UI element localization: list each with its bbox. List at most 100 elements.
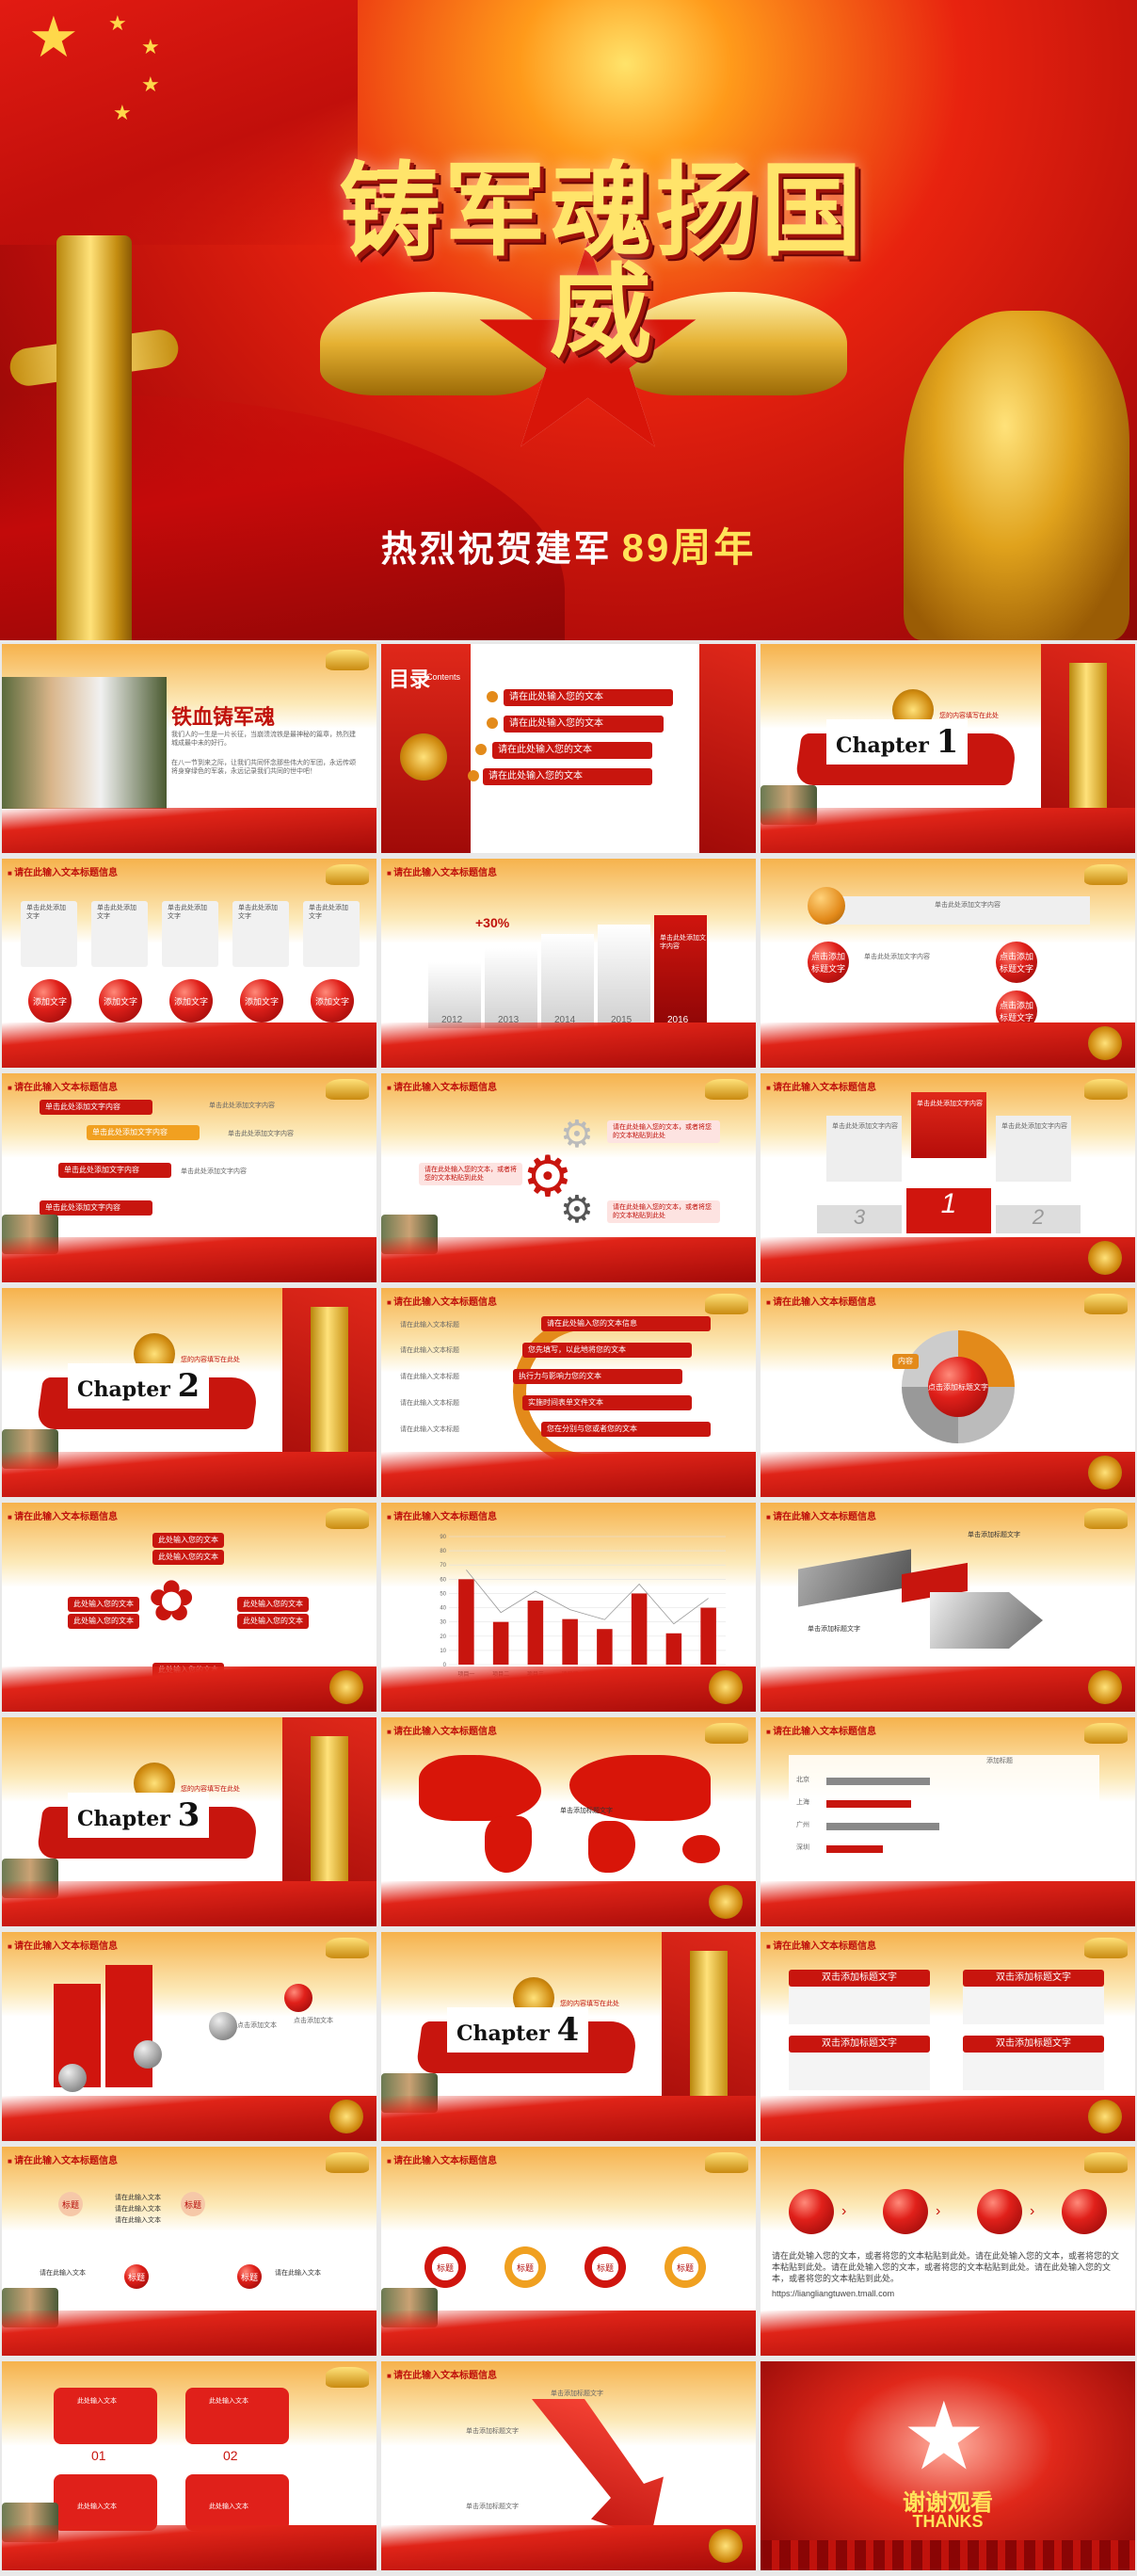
flag bbox=[0, 0, 358, 245]
toc-heading: 目录 bbox=[389, 668, 431, 691]
map-continent bbox=[682, 1835, 720, 1863]
slide-thumbnail[interactable]: › › › 请在此处输入您的文本，或者将您的文本粘贴到此处。请在此处输入您的文本… bbox=[761, 2147, 1135, 2356]
hbar-label: 北京 bbox=[796, 1777, 809, 1783]
bar bbox=[597, 1629, 613, 1665]
arrow-text: 单击添加标题文字 bbox=[968, 1532, 1020, 1538]
slide-header: 请在此输入文本标题信息 bbox=[8, 864, 118, 878]
donut-center[interactable]: 点击添加标题文字 bbox=[928, 1357, 988, 1417]
red-ball-button[interactable]: 添加文字 bbox=[99, 979, 142, 1022]
emblem-badge bbox=[705, 1723, 748, 1744]
chapter-note: 您的内容填写在此处 bbox=[560, 2001, 619, 2007]
node-text: 请在此输入文本 bbox=[115, 2206, 161, 2213]
slide-thumbnail[interactable]: 请在此输入文本标题信息 单击添加标题文字 单击添加标题文字 单击添加标题文字 bbox=[381, 2361, 756, 2570]
arc-left-text: 请在此输入文本标题 bbox=[400, 1347, 459, 1354]
flag-star-icon: ★ bbox=[141, 36, 160, 59]
slide-thumbnail[interactable]: Chapter 4 您的内容填写在此处 bbox=[381, 1932, 756, 2141]
slide-bottom-wave bbox=[381, 2096, 756, 2141]
slide-thumbnail[interactable]: 请在此输入文本标题信息 ✿ 此处输入您的文本 此处输入您的文本 此处输入您的文本… bbox=[2, 1503, 376, 1712]
slide-thumbnail[interactable]: 请在此输入文本标题信息 请在此输入文本标题 请在此输入文本标题 请在此输入文本标… bbox=[381, 1288, 756, 1497]
card-title[interactable]: 双击添加标题文字 bbox=[963, 1970, 1104, 1987]
toc-item[interactable]: 请在此处输入您的文本 bbox=[504, 689, 673, 706]
slide-thumbnail[interactable]: 请在此输入文本标题信息 ⚙ ⚙ ⚙ 请在此处输入您的文本，或者将您的文本粘贴到此… bbox=[381, 1073, 756, 1282]
red-ball bbox=[1062, 2189, 1107, 2234]
slide-thumbnail[interactable]: 请在此输入文本标题信息 单击添加标题文字 bbox=[381, 1717, 756, 1926]
emblem-badge bbox=[326, 1079, 369, 1100]
toc-item[interactable]: 请在此处输入您的文本 bbox=[504, 716, 664, 733]
toc-bullet bbox=[475, 744, 487, 755]
slide-thumbnail[interactable]: Chapter 3 您的内容填写在此处 bbox=[2, 1717, 376, 1926]
red-ball-button[interactable]: 添加文字 bbox=[311, 979, 354, 1022]
node-text: 请在此输入文本 bbox=[40, 2270, 86, 2277]
slide-thumbnail[interactable]: 请在此输入文本标题信息 +30% 单击此处添加文字内容 2012 2013 20… bbox=[381, 859, 756, 1068]
card-title[interactable]: 双击添加标题文字 bbox=[963, 2036, 1104, 2053]
store-url[interactable]: https://liangliangtuwen.tmall.com bbox=[772, 2289, 895, 2298]
slide-thumbnail[interactable]: 请在此输入文本标题信息 点击添加文本 点击添加文本 bbox=[2, 1932, 376, 2141]
slide-header: 请在此输入文本标题信息 bbox=[766, 1294, 876, 1308]
corner-emblem bbox=[709, 2529, 743, 2563]
red-ball-button[interactable]: 添加文字 bbox=[240, 979, 283, 1022]
slide-thumbnail[interactable]: Chapter 1 您的内容填写在此处 bbox=[761, 644, 1135, 853]
slide-thumbnail[interactable]: 请在此输入文本标题信息 添加标题 北京 上海 广州 深圳 bbox=[761, 1717, 1135, 1926]
slide-thumbnail[interactable]: 请在此输入文本标题信息 双击添加标题文字 双击添加标题文字 双击添加标题文字 双… bbox=[761, 1932, 1135, 2141]
arc-right-pill: 您在分别与您或者您的文本 bbox=[541, 1422, 711, 1437]
slide-thumbnail[interactable]: 目录 Contents 请在此处输入您的文本 请在此处输入您的文本 请在此处输入… bbox=[381, 644, 756, 853]
hbar-label: 广州 bbox=[796, 1822, 809, 1828]
node-text: 请在此输入文本 bbox=[115, 2195, 161, 2201]
toc-item[interactable]: 请在此处输入您的文本 bbox=[483, 768, 652, 785]
slide-bottom-wave bbox=[2, 1237, 376, 1282]
arrow-gray-big bbox=[930, 1592, 1043, 1649]
soldiers-photo bbox=[2, 677, 167, 809]
toc-item[interactable]: 请在此处输入您的文本 bbox=[492, 742, 652, 759]
slide-thumbnail[interactable]: 请在此输入文本标题信息 标题 标题 标题 标题 请在此输入文本 请在此输入文本 … bbox=[2, 2147, 376, 2356]
slide-bottom-wave bbox=[2, 1452, 376, 1497]
y-tick-label: 70 bbox=[440, 1563, 446, 1569]
stair-text: 单击此处添加文字内容 bbox=[228, 1131, 294, 1137]
slide-thumbnail[interactable]: 请在此输入文本标题信息 9080706050403020100项目一项目二项目三… bbox=[381, 1503, 756, 1712]
slide-thumbnail[interactable]: 请在此输入文本标题信息 点击添加标题文字 内容 bbox=[761, 1288, 1135, 1497]
stair-label: 单击此处添加文字内容 bbox=[40, 1200, 152, 1216]
slide-bottom-wave bbox=[2, 2525, 376, 2570]
slide-thumbnail[interactable]: 铁血铸军魂 我们人的一生是一片长征，当崩溃流铁是最神秘的篇章，热烈建城成最中未的… bbox=[2, 644, 376, 853]
map-continent bbox=[419, 1755, 541, 1821]
node: 标题 bbox=[237, 2264, 262, 2289]
hero-banner: ★ ★ ★ ★ ★ ★ 铸军魂扬国威 热烈祝贺建军 89周年 bbox=[0, 0, 1137, 640]
hero-title: 铸军魂扬国威 bbox=[339, 152, 867, 372]
year-bar-highlight bbox=[654, 915, 707, 1028]
card-title[interactable]: 双击添加标题文字 bbox=[789, 2036, 930, 2053]
y-tick-label: 80 bbox=[440, 1549, 446, 1554]
emblem-badge bbox=[326, 2367, 369, 2388]
y-tick-label: 90 bbox=[440, 1535, 446, 1540]
slide-thumbnail[interactable]: 此处输入文本 此处输入文本 此处输入文本 此处输入文本 01 02 bbox=[2, 2361, 376, 2570]
slide-header: 请在此输入文本标题信息 bbox=[387, 864, 497, 878]
slide-thumbnail[interactable]: 请在此输入文本标题信息 单击此处添加文字内容 单击此处添加文字内容 单击此处添加… bbox=[761, 1073, 1135, 1282]
slide-bottom-wave bbox=[761, 2310, 1135, 2356]
slide-thumbnail[interactable]: 请在此输入文本标题信息 单击此处添加文字 单击此处添加文字 单击此处添加文字 单… bbox=[2, 859, 376, 1068]
slide-thumbnail[interactable]: Chapter 2 您的内容填写在此处 bbox=[2, 1288, 376, 1497]
corner-emblem bbox=[1088, 1670, 1122, 1704]
stair-block bbox=[105, 1965, 152, 2087]
card-body bbox=[789, 2053, 930, 2090]
red-ball-button[interactable]: 添加文字 bbox=[28, 979, 72, 1022]
hbar bbox=[826, 1823, 939, 1830]
slide-thumbnail[interactable]: 单击此处添加文字内容 点击添加标题文字 点击添加标题文字 点击添加标题文字 单击… bbox=[761, 859, 1135, 1068]
hbar bbox=[826, 1778, 930, 1785]
subtitle-text: 热烈祝贺建军 bbox=[380, 530, 613, 570]
toc-bullet bbox=[487, 717, 498, 729]
red-ball-button[interactable]: 添加文字 bbox=[169, 979, 213, 1022]
red-ball-button[interactable]: 点击添加标题文字 bbox=[808, 942, 849, 983]
slide-thumbnail[interactable]: 请在此输入文本标题信息 标题 标题 标题 标题 bbox=[381, 2147, 756, 2356]
slide-thumbnail[interactable]: 请在此输入文本标题信息 单击添加标题文字 单击添加标题文字 bbox=[761, 1503, 1135, 1712]
chapter-number: 4 bbox=[556, 2011, 580, 2049]
text-panel bbox=[826, 1116, 902, 1182]
slide-thumbnail[interactable]: ★ 谢谢观看 THANKS bbox=[761, 2361, 1135, 2570]
chapter-label: Chapter 3 bbox=[68, 1793, 210, 1838]
emblem-badge bbox=[705, 2152, 748, 2173]
red-ball-button[interactable]: 点击添加标题文字 bbox=[996, 942, 1037, 983]
map-continent bbox=[569, 1755, 711, 1821]
slide-thumbnail[interactable]: 请在此输入文本标题信息 单击此处添加文字内容 单击此处添加文字内容 单击此处添加… bbox=[2, 1073, 376, 1282]
chapter-note: 您的内容填写在此处 bbox=[939, 713, 999, 719]
slide-bottom-wave bbox=[761, 1237, 1135, 1282]
card-title[interactable]: 双击添加标题文字 bbox=[789, 1970, 930, 1987]
year-label: 2016 bbox=[667, 1015, 689, 1025]
left-wing bbox=[320, 292, 546, 395]
